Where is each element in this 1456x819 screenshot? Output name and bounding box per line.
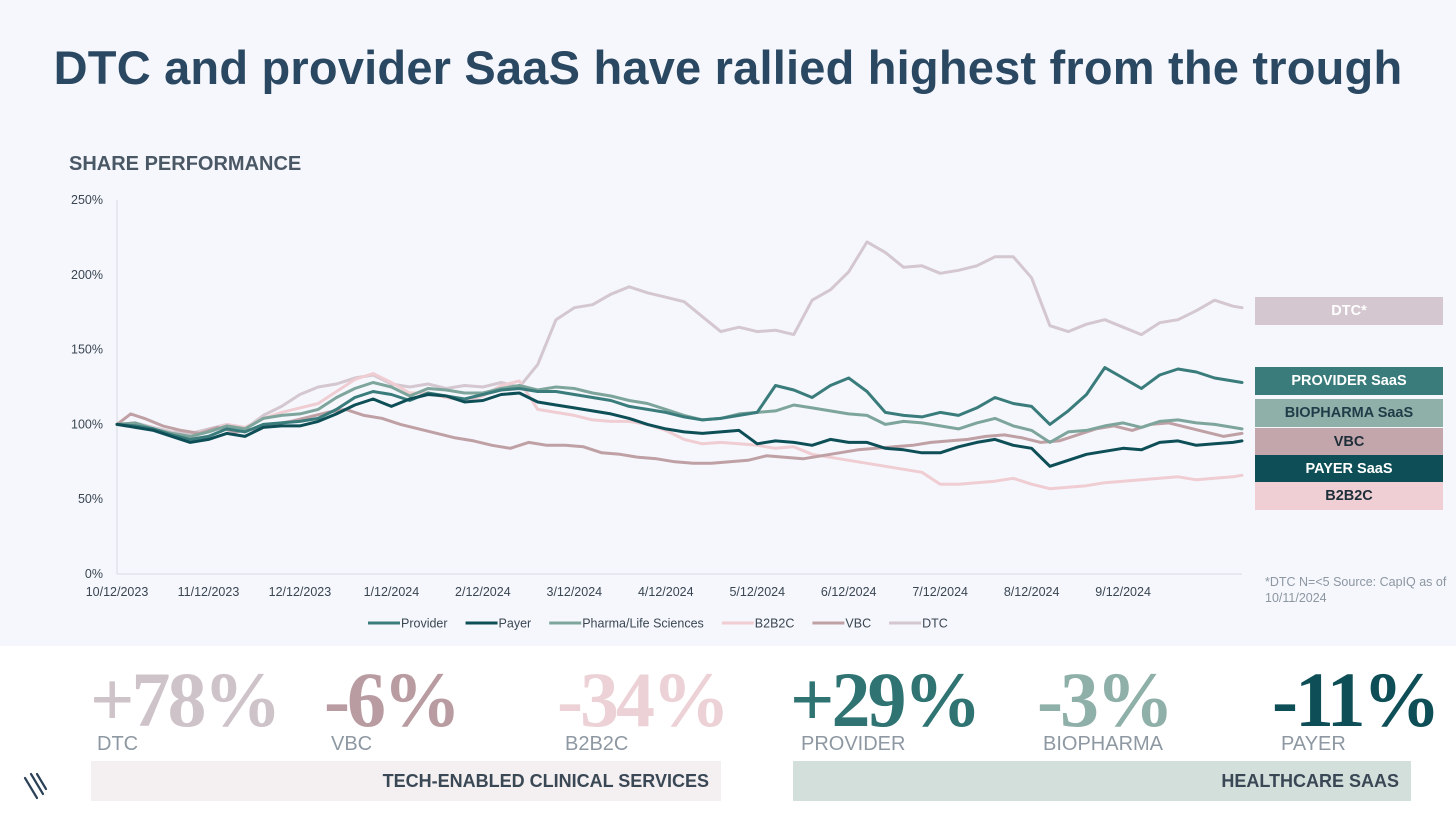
- stat-vbc-label: VBC: [331, 733, 373, 755]
- y-tick-label: 100%: [71, 417, 103, 431]
- stat-b2b2c-label: B2B2C: [565, 733, 629, 755]
- x-tick-label: 5/12/2024: [729, 585, 785, 599]
- series-line-payer: [115, 391, 1244, 468]
- x-tick-label: 6/12/2024: [821, 585, 877, 599]
- legend-label-pharma: Pharma/Life Sciences: [582, 617, 704, 631]
- x-tick-label: 11/12/2023: [178, 585, 240, 599]
- x-tick-label: 4/12/2024: [638, 585, 694, 599]
- x-tick-label: 9/12/2024: [1095, 585, 1151, 599]
- stat-provider-value: +29%: [790, 656, 981, 743]
- company-logo-icon: [23, 772, 48, 800]
- stat-payer-value: -11%: [1272, 656, 1441, 743]
- stat-dtc-value: +78%: [90, 656, 281, 743]
- stat-biopharma-label: BIOPHARMA: [1043, 733, 1164, 755]
- legend-label-vbc: VBC: [845, 617, 871, 631]
- legend-label-dtc: DTC: [922, 617, 948, 631]
- group-tech-enabled-clinical-services: TECH-ENABLED CLINICAL SERVICES: [91, 761, 721, 801]
- x-tick-label: 10/12/2023: [86, 585, 149, 599]
- slide-title: DTC and provider SaaS have rallied highe…: [53, 41, 1403, 94]
- group-healthcare-saas: HEALTHCARE SAAS: [793, 761, 1411, 801]
- stat-biopharma-value: -3%: [1037, 656, 1174, 743]
- legend-label-provider: Provider: [401, 617, 448, 631]
- end-tag-b2b2c: B2B2C: [1255, 482, 1443, 510]
- series-line-dtc: [115, 240, 1244, 435]
- source-footnote: *DTC N=<5 Source: CapIQ as of 10/11/2024: [1265, 575, 1447, 605]
- series-line-b2b2c: [115, 372, 1244, 491]
- stat-vbc-value: -6%: [324, 656, 461, 743]
- y-tick-label: 50%: [78, 492, 103, 506]
- stat-dtc-label: DTC: [97, 733, 139, 755]
- stat-payer-label: PAYER: [1281, 733, 1346, 755]
- y-tick-label: 0%: [85, 567, 103, 581]
- end-tag-dtc: DTC*: [1255, 297, 1443, 325]
- end-tag-payer-saas: PAYER SaaS: [1255, 455, 1443, 483]
- series-line-provider: [115, 366, 1244, 441]
- y-tick-label: 250%: [71, 193, 103, 207]
- x-tick-label: 3/12/2024: [547, 585, 603, 599]
- y-tick-label: 150%: [71, 343, 103, 357]
- stat-provider-label: PROVIDER: [801, 733, 906, 755]
- end-tag-provider-saas: PROVIDER SaaS: [1255, 367, 1443, 395]
- x-tick-label: 1/12/2024: [364, 585, 420, 599]
- end-tag-biopharma-saas: BIOPHARMA SaaS: [1255, 399, 1443, 427]
- x-tick-label: 2/12/2024: [455, 585, 511, 599]
- x-tick-label: 12/12/2023: [269, 585, 332, 599]
- end-tag-vbc: VBC: [1255, 428, 1443, 456]
- stat-b2b2c-value: -34%: [557, 656, 730, 743]
- legend-label-b2b2c: B2B2C: [755, 617, 795, 631]
- x-tick-label: 8/12/2024: [1004, 585, 1060, 599]
- chart-section-label: SHARE PERFORMANCE: [69, 153, 302, 175]
- y-tick-label: 200%: [71, 268, 103, 282]
- legend-label-payer: Payer: [499, 617, 532, 631]
- share-performance-chart: 0% 50% 100% 150% 200% 250% 10/12/2023 11/12/202…: [71, 193, 1244, 631]
- x-tick-label: 7/12/2024: [912, 585, 968, 599]
